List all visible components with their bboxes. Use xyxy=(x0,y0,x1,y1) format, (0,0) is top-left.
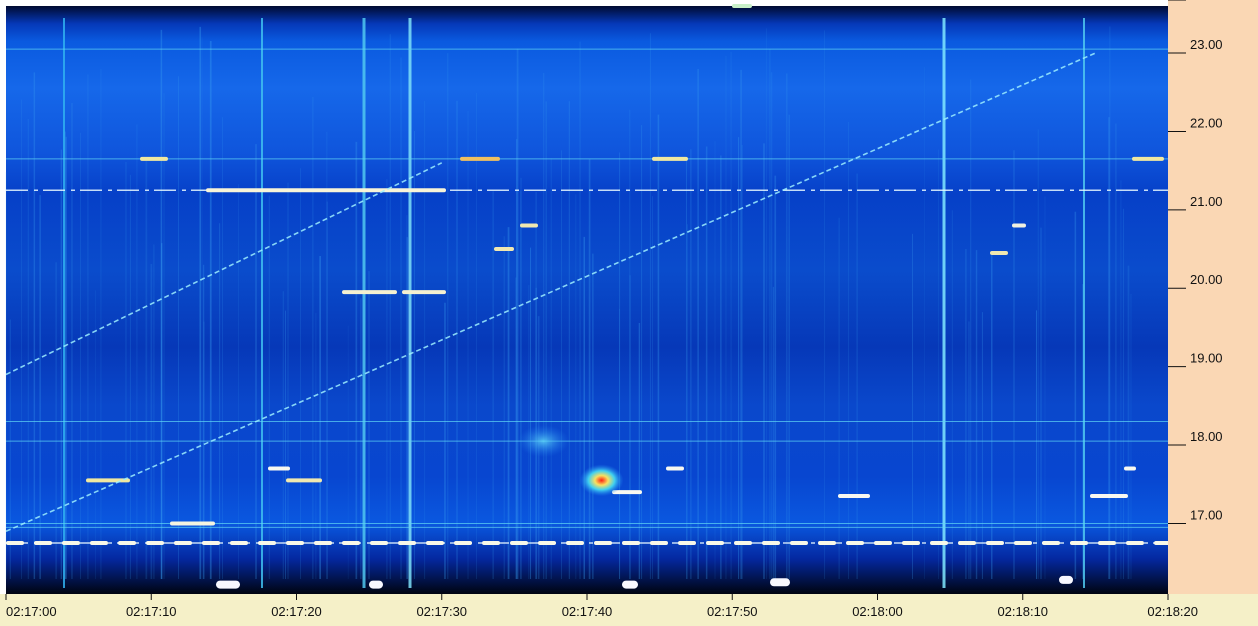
carrier-segment xyxy=(1132,156,1164,161)
y-tick-label: 17.00 xyxy=(1190,507,1223,522)
carrier-segment xyxy=(1154,541,1172,546)
carrier-segment xyxy=(370,541,388,546)
carrier-segment xyxy=(286,541,304,546)
carrier-segment xyxy=(846,541,864,546)
carrier-segment xyxy=(398,541,416,546)
bottom-blob xyxy=(1059,575,1073,584)
carrier-segment xyxy=(1012,223,1026,228)
carrier-segment xyxy=(1070,541,1088,546)
carrier-segment xyxy=(268,466,290,471)
y-tick-label: 23.00 xyxy=(1190,37,1223,52)
carrier-segment xyxy=(818,541,836,546)
x-tick-label: 02:17:30 xyxy=(416,604,467,619)
carrier-segment xyxy=(482,541,500,546)
carrier-segment xyxy=(90,541,108,546)
x-axis: 02:17:00 02:17:10 02:17:20 02:17:30 02:17:40… xyxy=(0,594,1258,626)
carrier-segment xyxy=(314,541,332,546)
carrier-segment xyxy=(612,490,642,495)
carrier-segment xyxy=(902,541,920,546)
carrier-segment xyxy=(6,541,24,546)
y-tick-label: 18.00 xyxy=(1190,429,1223,444)
carrier-segment xyxy=(286,478,322,483)
x-tick-label: 02:18:00 xyxy=(852,604,903,619)
carrier-segment xyxy=(538,541,556,546)
carrier-segment xyxy=(520,223,538,228)
x-tick-label: 02:17:10 xyxy=(126,604,177,619)
carrier-segment xyxy=(426,541,444,546)
x-tick-label: 02:18:10 xyxy=(997,604,1048,619)
carrier-segment xyxy=(202,541,220,546)
y-tick-label: 21.00 xyxy=(1190,194,1223,209)
carrier-segment xyxy=(170,521,215,526)
carrier-segment xyxy=(342,541,360,546)
carrier-segment xyxy=(402,290,446,295)
carrier-segment xyxy=(62,541,80,546)
x-tick-label: 02:17:50 xyxy=(707,604,758,619)
header-strip xyxy=(0,0,600,6)
carrier-segment xyxy=(1042,541,1060,546)
carrier-segment xyxy=(494,247,514,252)
spectrogram-background xyxy=(6,6,1168,594)
carrier-segment xyxy=(986,541,1004,546)
carrier-segment xyxy=(510,541,528,546)
carrier-segment xyxy=(34,541,52,546)
diagonal-track xyxy=(5,162,443,376)
bottom-blob xyxy=(369,580,383,589)
bottom-blob xyxy=(770,578,790,587)
carrier-segment xyxy=(762,541,780,546)
carrier-segment xyxy=(230,541,248,546)
carrier-segment xyxy=(460,156,500,161)
carrier-segment xyxy=(1090,494,1128,498)
carrier-segment xyxy=(174,541,192,546)
diagonal-track xyxy=(5,52,1096,533)
diffuse-glow xyxy=(517,425,570,458)
x-tick-label: 02:17:20 xyxy=(271,604,322,619)
y-tick-label: 19.00 xyxy=(1190,351,1223,366)
x-tick-label: 02:18:20 xyxy=(1147,604,1198,619)
carrier-segment xyxy=(146,541,164,546)
carrier-segment xyxy=(594,541,612,546)
y-tick-label: 20.00 xyxy=(1190,272,1223,287)
bottom-blob xyxy=(216,580,240,589)
carrier-segment xyxy=(258,541,276,546)
carrier-segment xyxy=(1098,541,1116,546)
carrier-segment xyxy=(652,156,688,161)
carrier-segment xyxy=(838,494,870,498)
carrier-segment xyxy=(622,541,640,546)
carrier-segment xyxy=(118,541,136,546)
carrier-segment xyxy=(790,541,808,546)
bottom-blob xyxy=(622,580,638,589)
carrier-segment xyxy=(454,541,472,546)
x-tick-label: 02:17:00 xyxy=(6,604,57,619)
carrier-segment xyxy=(678,541,696,546)
y-tick-label: 22.00 xyxy=(1190,115,1223,130)
carrier-segment xyxy=(342,290,397,295)
plot-area xyxy=(5,4,1172,594)
carrier-segment xyxy=(140,156,168,161)
hot-spot xyxy=(579,464,624,497)
y-axis-background xyxy=(1168,0,1258,594)
carrier-segment xyxy=(566,541,584,546)
carrier-segment xyxy=(650,541,668,546)
carrier-segment xyxy=(1014,541,1032,546)
y-axis: 17.00 18.00 19.00 20.00 21.00 22.00 23.00 xyxy=(1168,0,1258,594)
carrier-segment xyxy=(734,541,752,546)
carrier-segment xyxy=(732,4,752,8)
carrier-segment xyxy=(874,541,892,546)
x-tick-label: 02:17:40 xyxy=(562,604,613,619)
carrier-segment xyxy=(1126,541,1144,546)
carrier-segment xyxy=(990,250,1008,255)
carrier-segment xyxy=(706,541,724,546)
carrier-segment xyxy=(1124,466,1136,471)
carrier-segment xyxy=(930,541,948,546)
carrier-segment xyxy=(206,188,446,193)
x-axis-background xyxy=(0,594,1258,626)
carrier-segment xyxy=(666,466,684,471)
carrier-segment xyxy=(958,541,976,546)
